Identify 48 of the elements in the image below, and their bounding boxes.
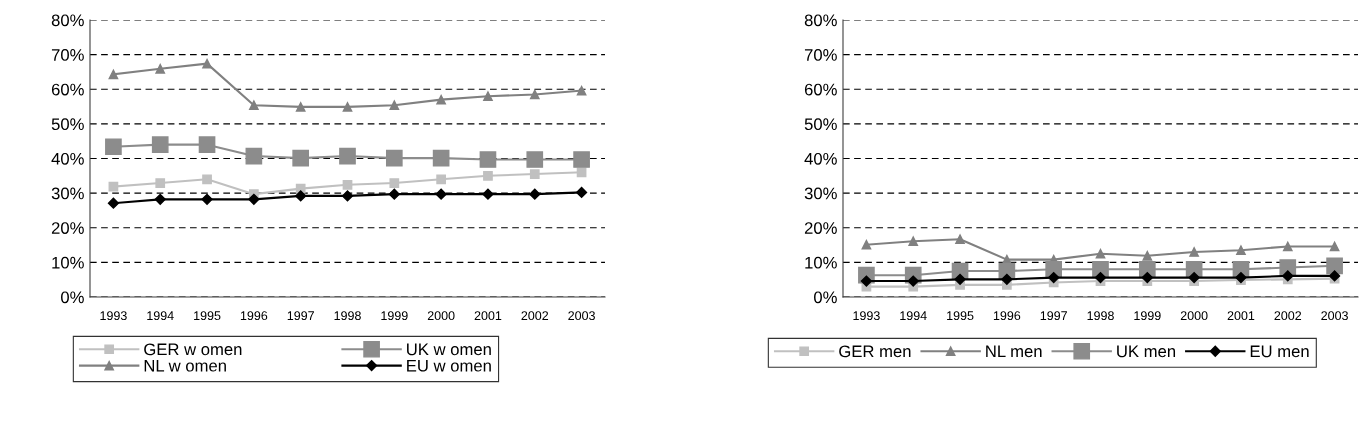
x-tick-label: 2001	[1227, 311, 1255, 321]
x-tick-label: 1993	[100, 311, 127, 321]
legend-label: GER men	[839, 345, 911, 358]
y-tick-label: 20%	[804, 222, 837, 234]
x-tick-label: 2000	[427, 311, 455, 321]
legend-label: EU w omen	[407, 359, 491, 372]
y-tick-label: 80%	[804, 14, 837, 27]
x-tick-label: 1994	[147, 311, 174, 321]
legend-label: UK men	[1117, 345, 1176, 358]
y-tick-label: 60%	[804, 83, 837, 96]
y-tick-label: 10%	[805, 256, 837, 269]
x-tick-label: 1994	[900, 311, 927, 321]
x-tick-label: 1996	[240, 311, 268, 321]
x-tick-label: 2003	[568, 311, 595, 321]
legend-label: UK w omen	[407, 343, 491, 356]
y-tick-label: 0%	[61, 291, 84, 304]
legend-label: NL w omen	[144, 359, 226, 372]
y-tick-label: 70%	[51, 49, 84, 61]
y-tick-label: 40%	[804, 152, 837, 165]
y-tick-label: 50%	[804, 118, 837, 131]
x-tick-label: 2001	[474, 311, 502, 321]
x-tick-label: 1996	[993, 311, 1021, 321]
x-tick-label: 2003	[1321, 311, 1348, 321]
x-tick-label: 2002	[1274, 311, 1302, 321]
y-tick-label: 30%	[804, 187, 837, 200]
y-tick-label: 20%	[51, 222, 84, 234]
y-tick-label: 60%	[51, 83, 84, 96]
x-tick-label: 1997	[287, 311, 314, 321]
y-tick-label: 30%	[51, 187, 84, 200]
x-tick-label: 1999	[381, 311, 408, 321]
legend-label: NL men	[986, 345, 1042, 358]
legend-label: GER w omen	[144, 343, 242, 356]
x-tick-label: 2002	[521, 311, 549, 321]
x-tick-label: 1995	[194, 311, 221, 321]
x-tick-label: 2000	[1180, 311, 1208, 321]
x-tick-label: 1993	[853, 311, 880, 321]
legend-label: EU men	[1250, 345, 1309, 358]
y-tick-label: 0%	[814, 291, 837, 304]
y-tick-label: 40%	[51, 152, 84, 165]
y-tick-label: 50%	[51, 118, 84, 131]
x-tick-label: 1998	[334, 311, 361, 321]
x-tick-label: 1999	[1134, 311, 1161, 321]
y-tick-label: 10%	[52, 256, 84, 269]
x-tick-label: 1995	[947, 311, 974, 321]
y-tick-label: 80%	[51, 14, 84, 27]
x-tick-label: 1997	[1040, 311, 1067, 321]
y-tick-label: 70%	[804, 49, 837, 61]
x-tick-label: 1998	[1087, 311, 1114, 321]
